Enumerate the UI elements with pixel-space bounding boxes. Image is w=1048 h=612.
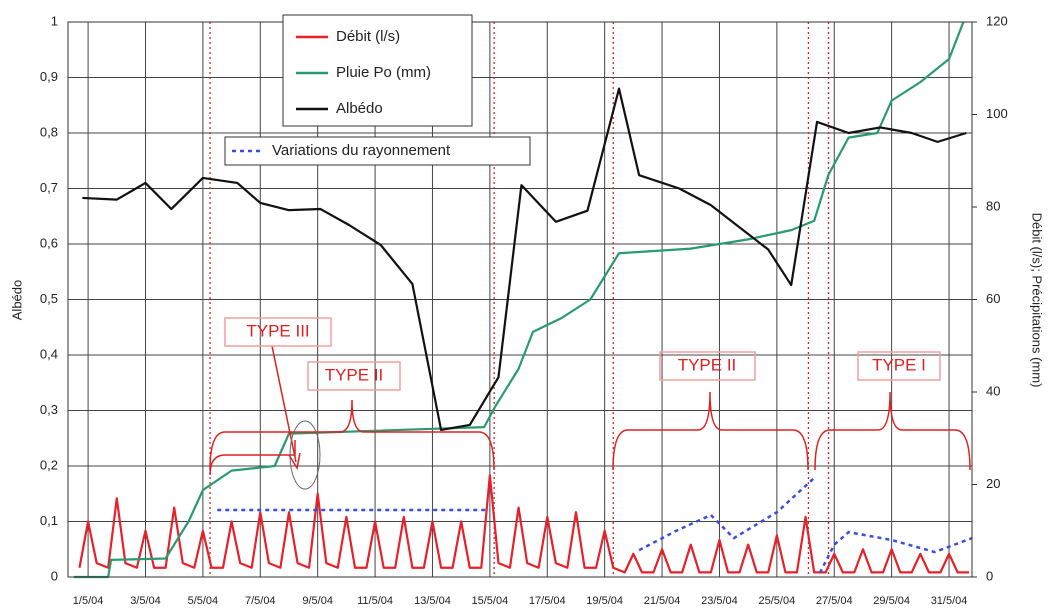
series-line [78,474,970,574]
annotation: TYPE III [246,321,309,340]
legend-label: Débit (l/s) [336,28,400,45]
legend-label: Albédo [336,100,383,117]
x-tick-label: 15/5/04 [472,595,509,607]
braces [209,317,971,490]
y-tick-label: 0 [51,568,58,583]
legend-box [224,136,531,166]
x-tick-label: 3/5/04 [130,595,161,607]
x-tick-label: 17/5/04 [529,595,566,607]
annotation: TYPE II [678,355,737,374]
annotation-box [659,351,756,381]
y-tick-label: 0,5 [40,291,58,306]
series-line [73,21,965,579]
x-tick-label: 5/5/04 [188,595,219,607]
y-tick-label: 0,8 [40,124,58,139]
x-tick-label: 19/5/04 [586,595,623,607]
y2-tick-label: 40 [986,383,1000,398]
legend-box [282,14,473,127]
y-tick-label: 0,3 [40,402,58,417]
x-tick-label: 21/5/04 [644,595,681,607]
arrow [271,345,297,463]
x-tick-label: 1/5/04 [73,595,104,607]
series-line [638,477,816,552]
y-tick-label: 0,1 [40,513,58,528]
annotation: TYPE I [872,355,926,374]
y-axis-title: Albédo [9,280,24,320]
y-tick-label: 0,7 [40,180,58,195]
x-tick-label: 31/5/04 [931,595,968,607]
brace [209,399,495,471]
y-tick-label: 0,4 [40,346,58,361]
y-tick-label: 1 [51,13,58,28]
annotation-box [224,317,332,347]
y-tick-label: 0,2 [40,457,58,472]
highlight-ellipse [289,420,321,490]
y-tick-label: 0,6 [40,235,58,250]
x-tick-label: 29/5/04 [873,595,910,607]
x-tick-label: 27/5/04 [816,595,853,607]
x-tick-label: 25/5/04 [758,595,795,607]
x-tick-label: 7/5/04 [245,595,276,607]
arrow-head [288,452,301,471]
brace [209,440,296,476]
annotation-box [307,361,401,391]
y2-tick-label: 20 [986,476,1000,491]
annotation: TYPE II [325,365,384,384]
x-tick-label: 11/5/04 [357,595,393,607]
y2-tick-label: 120 [986,13,1008,28]
y2-axis-title: Débit (l/s); Précipitations (mm) [1030,213,1045,388]
series-line [82,87,967,432]
x-tick-label: 23/5/04 [701,595,738,607]
legend-label: Variations du rayonnement [272,142,451,159]
marks [73,21,973,579]
legend-label: Pluie Po (mm) [336,64,431,81]
legend: Débit (l/s) Pluie Po (mm) Albédo Variations… [232,28,451,159]
y2-tick-label: 80 [986,198,1000,213]
x-tick-label: 13/5/04 [414,595,451,607]
y2-tick-label: 0 [986,568,993,583]
brace [814,391,971,471]
grid [68,21,972,578]
y2-tick-label: 100 [986,106,1008,121]
series-line [818,530,973,574]
annotation-box [857,351,941,381]
x-tick-label: 9/5/04 [302,595,333,607]
brace [612,391,809,471]
y2-tick-label: 60 [986,291,1000,306]
y-tick-label: 0,9 [40,69,58,84]
